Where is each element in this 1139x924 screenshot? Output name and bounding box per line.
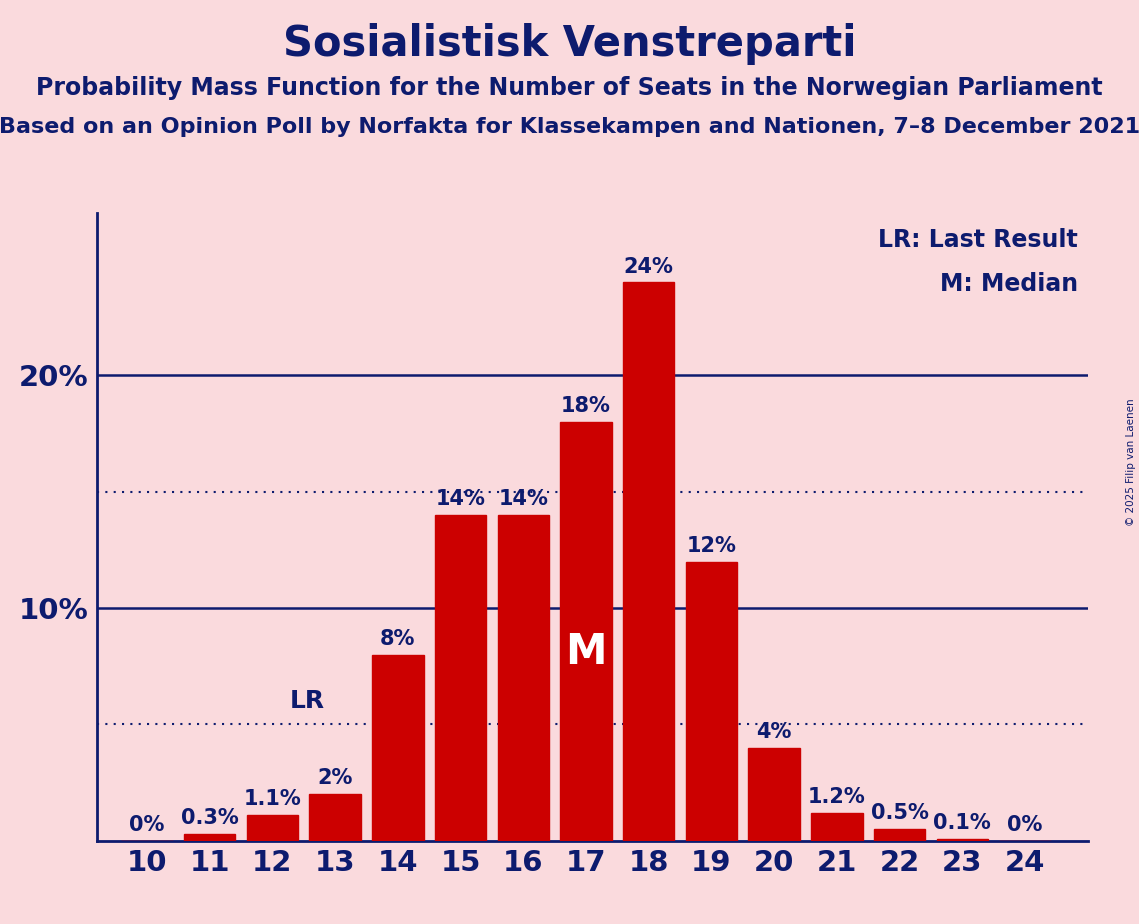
Text: © 2025 Filip van Laenen: © 2025 Filip van Laenen bbox=[1126, 398, 1136, 526]
Text: LR: Last Result: LR: Last Result bbox=[878, 228, 1077, 252]
Bar bbox=[247, 815, 298, 841]
Text: 24%: 24% bbox=[624, 257, 673, 276]
Text: 0.5%: 0.5% bbox=[870, 803, 928, 823]
Bar bbox=[623, 283, 674, 841]
Bar bbox=[310, 795, 361, 841]
Text: 12%: 12% bbox=[687, 536, 737, 555]
Text: 18%: 18% bbox=[562, 396, 611, 416]
Text: 14%: 14% bbox=[499, 489, 548, 509]
Bar bbox=[748, 748, 800, 841]
Text: 0.1%: 0.1% bbox=[934, 813, 991, 833]
Text: Based on an Opinion Poll by Norfakta for Klassekampen and Nationen, 7–8 December: Based on an Opinion Poll by Norfakta for… bbox=[0, 117, 1139, 138]
Bar bbox=[560, 422, 612, 841]
Text: 4%: 4% bbox=[756, 722, 792, 742]
Text: 0%: 0% bbox=[130, 815, 165, 835]
Bar bbox=[185, 833, 236, 841]
Text: 0%: 0% bbox=[1007, 815, 1042, 835]
Text: 1.2%: 1.2% bbox=[808, 787, 866, 807]
Text: 0.3%: 0.3% bbox=[181, 808, 238, 828]
Text: Sosialistisk Venstreparti: Sosialistisk Venstreparti bbox=[282, 23, 857, 65]
Text: 14%: 14% bbox=[435, 489, 485, 509]
Bar bbox=[936, 838, 988, 841]
Bar bbox=[372, 655, 424, 841]
Text: LR: LR bbox=[289, 689, 325, 712]
Bar bbox=[874, 829, 925, 841]
Bar bbox=[811, 813, 862, 841]
Bar bbox=[686, 562, 737, 841]
Text: M: Median: M: Median bbox=[940, 273, 1077, 297]
Text: Probability Mass Function for the Number of Seats in the Norwegian Parliament: Probability Mass Function for the Number… bbox=[36, 76, 1103, 100]
Text: 2%: 2% bbox=[318, 769, 353, 788]
Bar bbox=[435, 515, 486, 841]
Text: M: M bbox=[565, 631, 607, 674]
Text: 1.1%: 1.1% bbox=[244, 789, 302, 809]
Text: 8%: 8% bbox=[380, 629, 416, 649]
Bar bbox=[498, 515, 549, 841]
